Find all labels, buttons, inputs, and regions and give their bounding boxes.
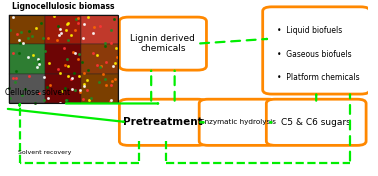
FancyBboxPatch shape bbox=[263, 7, 370, 94]
Bar bbox=[9, 74, 45, 103]
Text: •  Liquid biofuels: • Liquid biofuels bbox=[277, 26, 342, 35]
Bar bbox=[81, 15, 118, 44]
Text: Enzymatic hydrolysis: Enzymatic hydrolysis bbox=[200, 119, 276, 125]
Text: Lignocellulosic biomass: Lignocellulosic biomass bbox=[12, 2, 115, 11]
Text: Lignin derived
chemicals: Lignin derived chemicals bbox=[130, 34, 195, 53]
FancyBboxPatch shape bbox=[266, 99, 366, 145]
Text: C5 & C6 sugars: C5 & C6 sugars bbox=[281, 118, 351, 127]
Text: Pretreatment: Pretreatment bbox=[123, 117, 203, 127]
Bar bbox=[45, 15, 81, 44]
Bar bbox=[9, 44, 45, 74]
Bar bbox=[81, 44, 118, 74]
Bar bbox=[45, 74, 81, 103]
Text: •  Platform chemicals: • Platform chemicals bbox=[277, 73, 360, 82]
FancyBboxPatch shape bbox=[199, 99, 277, 145]
Bar bbox=[9, 15, 118, 103]
Text: Solvent recovery: Solvent recovery bbox=[18, 150, 71, 155]
Bar bbox=[9, 15, 45, 44]
Text: Cellulose solvent: Cellulose solvent bbox=[5, 88, 70, 97]
FancyBboxPatch shape bbox=[119, 17, 206, 70]
Bar bbox=[45, 44, 81, 74]
FancyBboxPatch shape bbox=[119, 99, 206, 145]
Text: •  Gaseous biofuels: • Gaseous biofuels bbox=[277, 49, 352, 59]
Bar bbox=[81, 74, 118, 103]
